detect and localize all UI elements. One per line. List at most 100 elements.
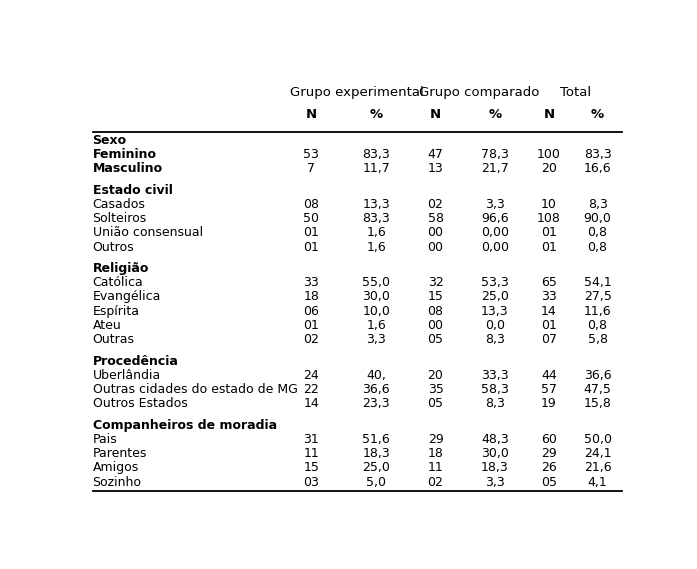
Text: 08: 08: [427, 305, 443, 318]
Text: 00: 00: [427, 319, 443, 332]
Text: 16,6: 16,6: [584, 162, 611, 175]
Text: 22: 22: [303, 383, 319, 396]
Text: 36,6: 36,6: [584, 369, 611, 382]
Text: 8,3: 8,3: [588, 198, 608, 211]
Text: 01: 01: [303, 241, 319, 254]
Text: 36,6: 36,6: [362, 383, 390, 396]
Text: 7: 7: [307, 162, 315, 175]
Text: 18: 18: [303, 291, 319, 303]
Text: 0,8: 0,8: [588, 241, 608, 254]
Text: 01: 01: [541, 226, 557, 240]
Text: 05: 05: [541, 476, 557, 489]
Text: 02: 02: [427, 198, 443, 211]
Text: Outras cidades do estado de MG: Outras cidades do estado de MG: [93, 383, 298, 396]
Text: Amigos: Amigos: [93, 461, 139, 475]
Text: 35: 35: [427, 383, 443, 396]
Text: 13: 13: [428, 162, 443, 175]
Text: 48,3: 48,3: [481, 433, 509, 446]
Text: 00: 00: [427, 226, 443, 240]
Text: 83,3: 83,3: [362, 148, 390, 161]
Text: 0,8: 0,8: [588, 319, 608, 332]
Text: Católica: Católica: [93, 276, 144, 289]
Text: 13,3: 13,3: [481, 305, 509, 318]
Text: 15: 15: [427, 291, 443, 303]
Text: 0,00: 0,00: [481, 226, 509, 240]
Text: 96,6: 96,6: [481, 212, 509, 225]
Text: Parentes: Parentes: [93, 447, 147, 460]
Text: 50: 50: [303, 212, 319, 225]
Text: 44: 44: [541, 369, 557, 382]
Text: Outros: Outros: [93, 241, 134, 254]
Text: 32: 32: [428, 276, 443, 289]
Text: %: %: [591, 108, 604, 121]
Text: 31: 31: [303, 433, 319, 446]
Text: 15: 15: [303, 461, 319, 475]
Text: 02: 02: [427, 476, 443, 489]
Text: 24,1: 24,1: [584, 447, 611, 460]
Text: 03: 03: [303, 476, 319, 489]
Text: 21,6: 21,6: [584, 461, 611, 475]
Text: Evangélica: Evangélica: [93, 291, 161, 303]
Text: 33: 33: [303, 276, 319, 289]
Text: 02: 02: [303, 333, 319, 346]
Text: 08: 08: [303, 198, 319, 211]
Text: Outras: Outras: [93, 333, 135, 346]
Text: 3,3: 3,3: [485, 476, 505, 489]
Text: 20: 20: [541, 162, 557, 175]
Text: 3,3: 3,3: [366, 333, 386, 346]
Text: Espírita: Espírita: [93, 305, 139, 318]
Text: 90,0: 90,0: [583, 212, 611, 225]
Text: 11,6: 11,6: [584, 305, 611, 318]
Text: 23,3: 23,3: [362, 397, 390, 410]
Text: 21,7: 21,7: [481, 162, 509, 175]
Text: Ateu: Ateu: [93, 319, 121, 332]
Text: Estado civil: Estado civil: [93, 184, 172, 197]
Text: 58,3: 58,3: [481, 383, 509, 396]
Text: 10: 10: [541, 198, 557, 211]
Text: 05: 05: [427, 397, 443, 410]
Text: 11: 11: [303, 447, 319, 460]
Text: 29: 29: [541, 447, 557, 460]
Text: 60: 60: [541, 433, 557, 446]
Text: 33,3: 33,3: [481, 369, 509, 382]
Text: N: N: [544, 108, 555, 121]
Text: 4,1: 4,1: [588, 476, 608, 489]
Text: 0,0: 0,0: [485, 319, 505, 332]
Text: 24: 24: [303, 369, 319, 382]
Text: 30,0: 30,0: [481, 447, 509, 460]
Text: N: N: [430, 108, 441, 121]
Text: 13,3: 13,3: [362, 198, 390, 211]
Text: 15,8: 15,8: [583, 397, 611, 410]
Text: Sozinho: Sozinho: [93, 476, 141, 489]
Text: Outros Estados: Outros Estados: [93, 397, 187, 410]
Text: N: N: [306, 108, 317, 121]
Text: 55,0: 55,0: [362, 276, 390, 289]
Text: 20: 20: [427, 369, 443, 382]
Text: %: %: [369, 108, 383, 121]
Text: 27,5: 27,5: [583, 291, 611, 303]
Text: 78,3: 78,3: [481, 148, 509, 161]
Text: Procedência: Procedência: [93, 354, 178, 368]
Text: 3,3: 3,3: [485, 198, 505, 211]
Text: 54,1: 54,1: [583, 276, 611, 289]
Text: 53: 53: [303, 148, 319, 161]
Text: Religião: Religião: [93, 262, 149, 275]
Text: Casados: Casados: [93, 198, 146, 211]
Text: 65: 65: [541, 276, 557, 289]
Text: 01: 01: [541, 319, 557, 332]
Text: 53,3: 53,3: [481, 276, 509, 289]
Text: Companheiros de moradia: Companheiros de moradia: [93, 419, 277, 432]
Text: %: %: [489, 108, 502, 121]
Text: 51,6: 51,6: [362, 433, 390, 446]
Text: 26: 26: [541, 461, 557, 475]
Text: 25,0: 25,0: [481, 291, 509, 303]
Text: 50,0: 50,0: [583, 433, 611, 446]
Text: 83,3: 83,3: [362, 212, 390, 225]
Text: 108: 108: [537, 212, 561, 225]
Text: 0,8: 0,8: [588, 226, 608, 240]
Text: 00: 00: [427, 241, 443, 254]
Text: 100: 100: [537, 148, 561, 161]
Text: Sexo: Sexo: [93, 134, 127, 147]
Text: 5,8: 5,8: [588, 333, 608, 346]
Text: 5,0: 5,0: [366, 476, 386, 489]
